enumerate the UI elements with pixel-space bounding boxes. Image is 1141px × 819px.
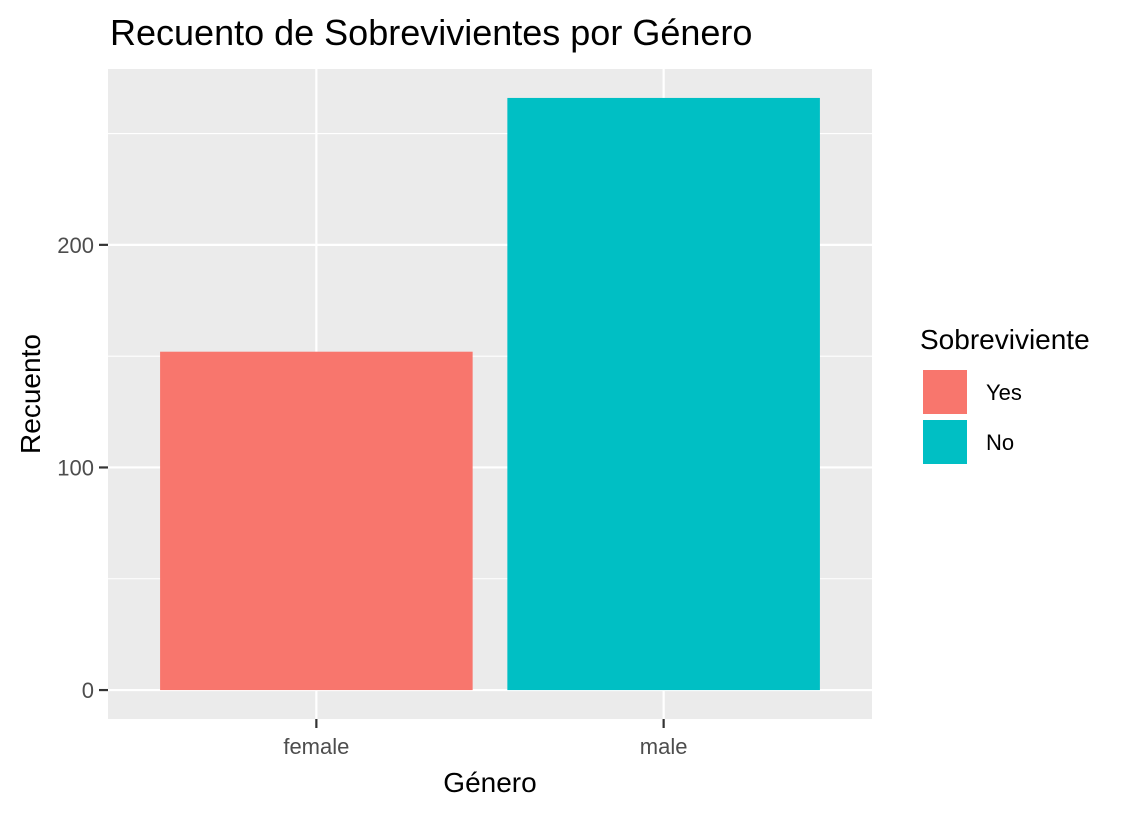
legend-title: Sobreviviente [920,324,1090,355]
x-axis: female male [283,719,687,759]
legend-label-no: No [986,430,1014,455]
legend-key-yes [921,368,969,416]
x-tick-label-male: male [640,734,688,759]
legend-key-no [921,418,969,466]
y-axis-title: Recuento [15,334,46,454]
y-tick-label: 0 [82,678,94,703]
bar-male [507,97,820,691]
legend-entries: Yes No [921,368,1022,466]
y-tick-label: 100 [57,455,94,480]
y-tick-label: 200 [57,233,94,258]
bar-female [160,351,473,691]
chart-title: Recuento de Sobrevivientes por Género [110,12,752,53]
legend-label-yes: Yes [986,380,1022,405]
y-axis: 0 100 200 [57,233,108,703]
legend: Sobreviviente Yes No [920,324,1090,466]
x-tick-label-female: female [283,734,349,759]
x-axis-title: Género [443,767,536,798]
bars [160,97,820,691]
